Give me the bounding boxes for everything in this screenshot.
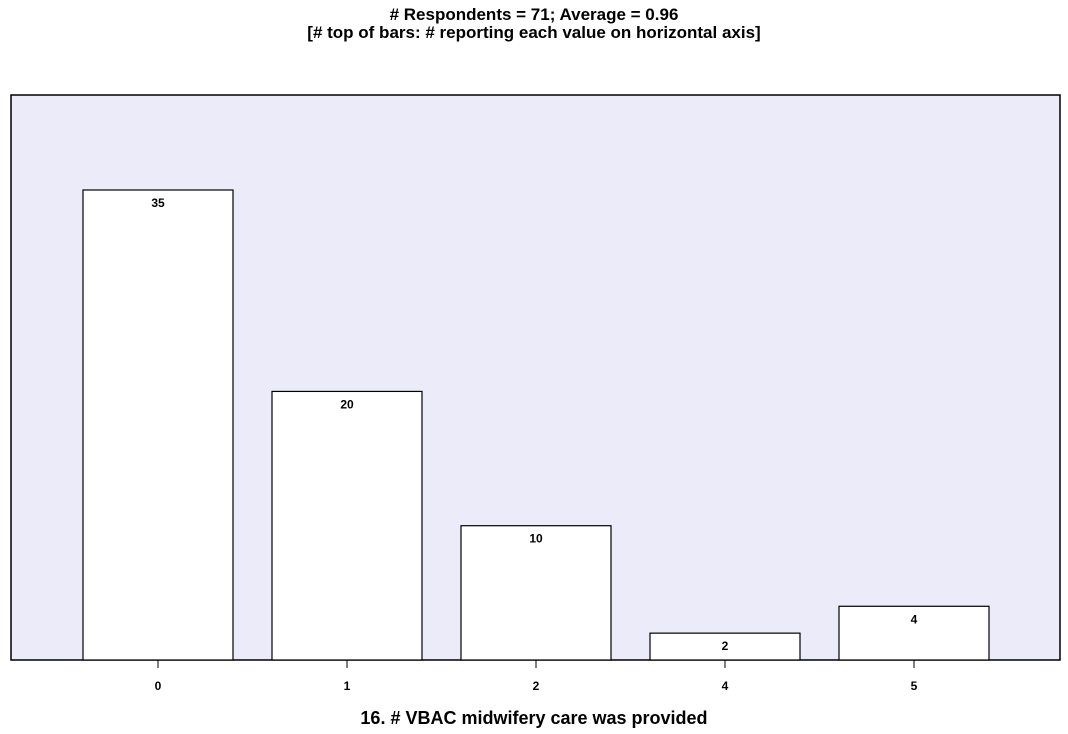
bar-value-label: 10 bbox=[529, 532, 543, 546]
bars-group: 35 20 10 2 4 bbox=[82, 189, 990, 661]
bar-value-label: 35 bbox=[151, 196, 165, 210]
chart-title: # Respondents = 71; Average = 0.96 bbox=[389, 5, 679, 24]
bar-2 bbox=[460, 525, 612, 661]
bar-4 bbox=[649, 632, 801, 661]
bar-value-label: 4 bbox=[911, 612, 918, 626]
x-tick-label: 1 bbox=[344, 679, 351, 693]
bar-5 bbox=[838, 605, 990, 661]
x-tick-label: 2 bbox=[533, 679, 540, 693]
bar-0 bbox=[82, 189, 234, 661]
x-tick-label: 0 bbox=[155, 679, 162, 693]
bar-value-label: 20 bbox=[340, 397, 354, 411]
x-axis-ticks: 0 1 2 4 5 bbox=[155, 660, 918, 693]
chart-subtitle: [# top of bars: # reporting each value o… bbox=[307, 23, 761, 42]
x-tick-label: 5 bbox=[911, 679, 918, 693]
x-axis-label: 16. # VBAC midwifery care was provided bbox=[360, 708, 708, 728]
bar-value-label: 2 bbox=[722, 639, 729, 653]
bar-1 bbox=[271, 390, 423, 661]
x-tick-label: 4 bbox=[722, 679, 729, 693]
